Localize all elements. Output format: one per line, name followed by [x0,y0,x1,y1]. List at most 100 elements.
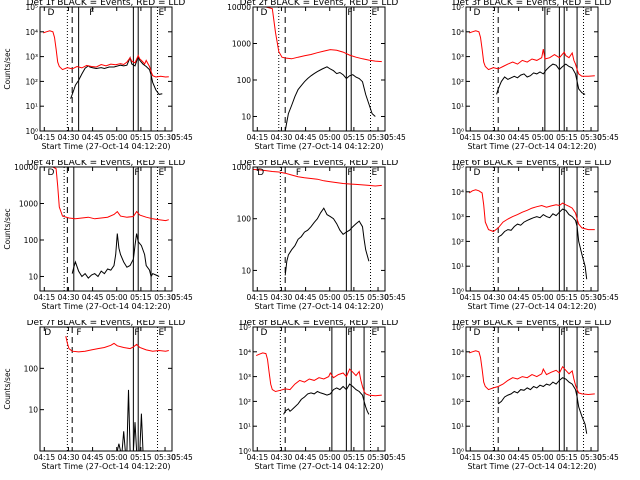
y-tick-label: 10⁰ [25,127,38,136]
y-tick-label: 1000 [232,39,251,48]
y-tick-label: 10⁴ [451,28,464,37]
y-axis-label: Counts/sec [3,48,12,89]
marker-label: F [134,168,139,178]
y-tick-label: 10⁰ [451,447,464,456]
x-tick-label: 05:45 [384,293,406,302]
y-tick-label: 10⁴ [451,348,464,357]
series-lld [40,167,169,222]
series-events [284,207,370,276]
y-tick-label: 10⁵ [238,323,251,332]
x-tick-label: 04:45 [82,293,104,302]
x-tick-label: 04:15 [33,133,55,142]
marker-label: E [585,8,591,18]
panel-title: Det 6f BLACK = Events, RED = LLD [453,160,612,168]
series-lld [253,7,382,63]
y-tick-label: 10 [28,272,38,281]
y-tick-label: 100 [24,236,39,245]
series-lld [469,350,595,396]
plot-frame [252,326,386,452]
y-tick-label: 10⁵ [451,3,464,12]
marker-label: D [473,328,480,338]
y-tick-label: 10 [241,266,251,275]
x-tick-label: 05:30 [580,133,602,142]
series-events [71,233,160,279]
plot-frame [252,6,386,132]
x-tick-label: 05:45 [384,133,406,142]
x-tick-label: 04:45 [295,133,317,142]
y-axis-label: Counts/sec [3,368,12,409]
marker-label: D [260,8,267,18]
series-lld [255,352,382,397]
x-tick-label: 05:45 [171,453,193,462]
series-lld [65,336,169,353]
x-tick-label: 05:15 [130,453,152,462]
marker-label: E [372,328,378,338]
x-tick-label: 04:30 [58,453,80,462]
y-tick-label: 10² [451,397,464,406]
marker-label: F [560,328,565,338]
marker-label: E [159,168,165,178]
x-tick-label: 04:15 [33,453,55,462]
marker-label: E [372,168,378,178]
marker-label: F [560,168,565,178]
series-events [283,383,370,415]
x-tick-label: 05:00 [532,453,554,462]
x-axis-label: Start Time (27-Oct-14 04:12:20) [41,302,170,311]
y-tick-label: 10000 [227,3,251,12]
x-tick-label: 04:45 [82,453,104,462]
plot-frame [465,326,599,452]
x-tick-label: 05:30 [580,453,602,462]
x-tick-label: 04:15 [246,453,268,462]
x-tick-label: 04:45 [508,453,530,462]
x-tick-label: 05:15 [130,133,152,142]
y-tick-label: 10¹ [25,102,38,111]
y-tick-label: 10⁰ [451,287,464,296]
x-axis-label: Start Time (27-Oct-14 04:12:20) [467,462,596,471]
x-tick-label: 05:15 [343,133,365,142]
marker-label: D [257,168,264,178]
x-axis-label: Start Time (27-Oct-14 04:12:20) [254,302,383,311]
y-tick-label: 10⁵ [25,3,38,12]
y-tick-label: 10000 [14,163,38,172]
x-tick-label: 04:30 [271,293,293,302]
x-axis-label: Start Time (27-Oct-14 04:12:20) [467,142,596,151]
marker-label: F [347,8,352,18]
x-tick-label: 05:00 [319,133,341,142]
plot-frame [39,6,173,132]
x-tick-label: 04:45 [295,293,317,302]
panel-title: Det 4f BLACK = Events, RED = LLD [27,160,186,168]
panel-title: Det 2f BLACK = Events, RED = LLD [240,0,399,8]
marker-label: F [296,168,301,178]
panel-title: Det 5f BLACK = Events, RED = LLD [240,160,399,168]
plot-frame [465,166,599,292]
panel-title: Det 9f BLACK = Events, RED = LLD [453,320,612,328]
x-axis-label: Start Time (27-Oct-14 04:12:20) [467,302,596,311]
x-tick-label: 05:00 [106,133,128,142]
x-tick-label: 05:00 [319,293,341,302]
y-tick-label: 1000 [232,163,251,172]
panel-title: Det 1f BLACK = Events, RED = LLD [27,0,186,8]
marker-label: D [47,8,54,18]
series-events [497,377,588,434]
y-tick-label: 10⁴ [25,28,38,37]
plot-frame [39,326,173,452]
marker-label: D [47,168,54,178]
y-tick-label: 10⁵ [451,163,464,172]
x-tick-label: 05:45 [597,293,619,302]
y-tick-label: 10⁰ [451,127,464,136]
x-tick-label: 05:45 [597,453,619,462]
x-tick-label: 05:30 [154,453,176,462]
x-tick-label: 04:15 [459,293,481,302]
series-events [70,55,163,99]
x-axis-label: Start Time (27-Oct-14 04:12:20) [254,142,383,151]
x-tick-label: 05:00 [106,293,128,302]
x-tick-label: 04:45 [508,133,530,142]
x-tick-label: 04:30 [58,133,80,142]
x-tick-label: 05:30 [367,453,389,462]
